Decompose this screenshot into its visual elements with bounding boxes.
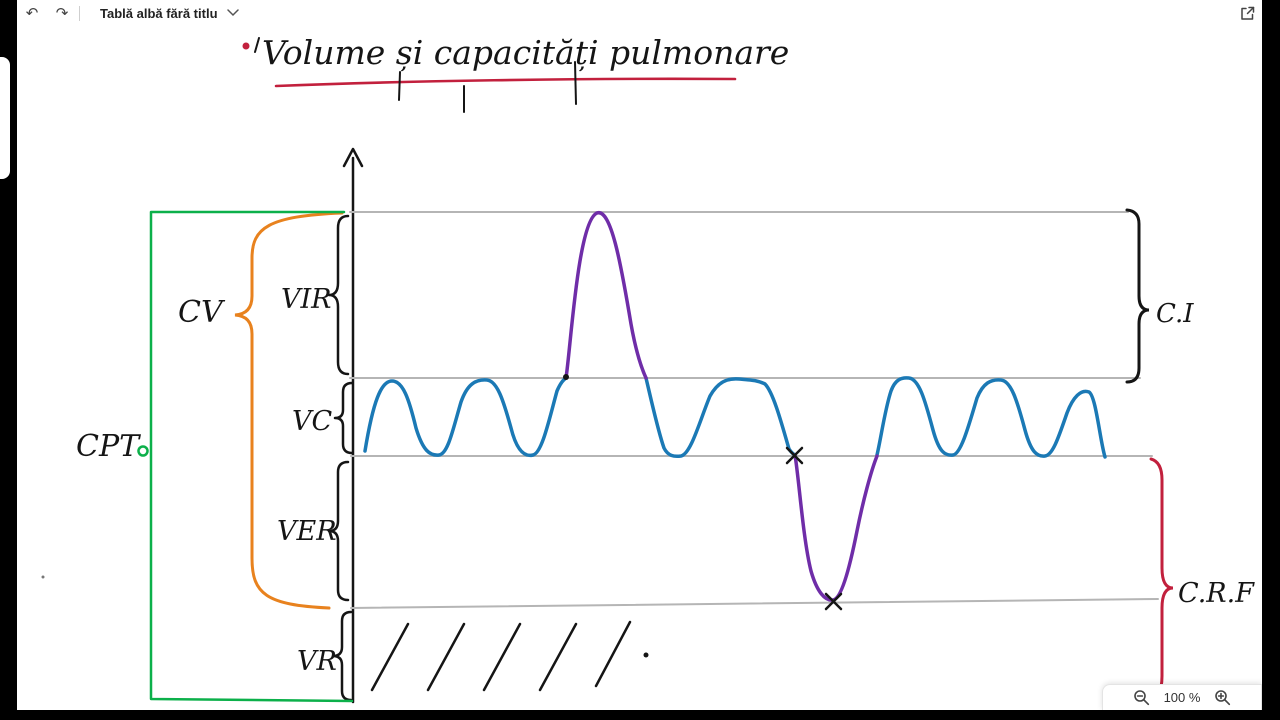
- volume-braces: [327, 214, 354, 702]
- vir-brace: [327, 214, 350, 376]
- redo-button[interactable]: ↷: [47, 1, 77, 25]
- zoom-in-icon: [1215, 690, 1231, 706]
- x-marker-expiration-start: [785, 446, 804, 465]
- heading-bullet-dot: [242, 42, 250, 50]
- toolbar-divider: [79, 5, 80, 21]
- board-title-menu[interactable]: Tablă albă fără titlu: [100, 6, 239, 21]
- share-icon: [1241, 6, 1255, 20]
- residual-volume-hatching: [370, 620, 632, 692]
- label-cpt: CPT: [76, 429, 141, 464]
- zoom-out-button[interactable]: [1132, 688, 1152, 708]
- undo-button[interactable]: ↶: [17, 1, 47, 25]
- deep-inspiration-curve: [564, 211, 648, 380]
- y-axis-arrowhead: [342, 147, 364, 168]
- hatching-end-dot: [643, 652, 649, 658]
- stray-dot: [41, 575, 45, 579]
- cpt-pointer-dot: [137, 445, 149, 457]
- label-vir: VIR: [281, 284, 332, 315]
- vc-brace: [333, 381, 354, 455]
- vr-brace: [331, 610, 353, 702]
- zoom-out-icon: [1134, 690, 1150, 706]
- chevron-down-icon: [226, 9, 239, 17]
- left-letterbox: [0, 0, 17, 720]
- label-cv: CV: [178, 295, 226, 330]
- label-crf: C.R.F: [1178, 578, 1255, 609]
- redo-icon: ↷: [55, 4, 69, 22]
- ver-brace: [327, 460, 350, 602]
- heading-descender-strokes: [398, 61, 577, 113]
- label-vr: VR: [297, 646, 337, 677]
- right-letterbox: [1262, 0, 1280, 720]
- diagram-heading: Volume și capacități pulmonare: [262, 33, 789, 72]
- ci-brace: [1125, 208, 1150, 384]
- label-ci: C.I: [1156, 299, 1194, 329]
- zoom-in-button[interactable]: [1212, 688, 1232, 708]
- y-axis: [342, 147, 364, 704]
- cpt-bracket: [137, 210, 354, 703]
- cv-brace: [234, 211, 344, 610]
- side-panel-edge[interactable]: [0, 57, 10, 179]
- heading-underline: [274, 77, 737, 88]
- label-vc: VC: [292, 406, 332, 437]
- crf-brace: [1145, 457, 1174, 709]
- x-marker-expiration-bottom: [824, 592, 843, 611]
- undo-icon: ↶: [25, 4, 39, 22]
- zoom-level: 100 %: [1163, 690, 1201, 705]
- board-title: Tablă albă fără titlu: [100, 5, 218, 21]
- heading-apostrophe-stroke: [254, 37, 260, 53]
- zoom-controls: 100 %: [1102, 684, 1262, 710]
- bottom-letterbox: [0, 710, 1280, 720]
- toolbar: ↶ ↷ Tablă albă fără titlu: [17, 0, 1262, 26]
- deep-expiration-curve: [793, 453, 879, 602]
- transition-dot: [563, 374, 569, 380]
- share-button[interactable]: [1239, 1, 1256, 25]
- tidal-volume-curve: [363, 376, 1107, 459]
- gridlines: [349, 211, 1159, 609]
- label-ver: VER: [277, 516, 337, 547]
